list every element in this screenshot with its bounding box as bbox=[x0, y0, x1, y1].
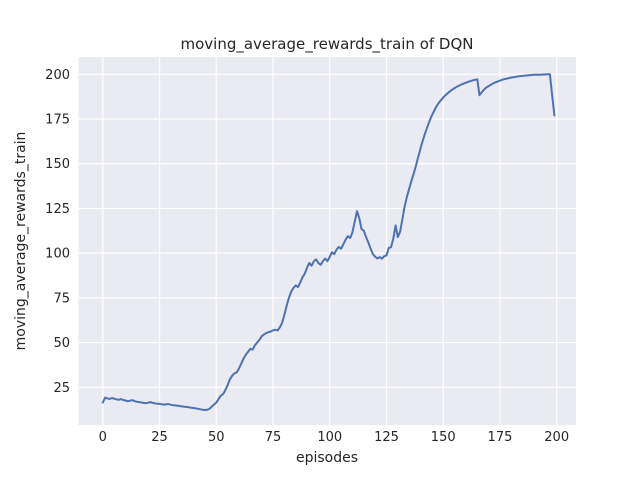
y-tick-label: 200 bbox=[45, 68, 70, 83]
x-tick-label: 200 bbox=[544, 430, 569, 445]
y-tick-label: 150 bbox=[45, 157, 70, 172]
x-tick-label: 25 bbox=[151, 430, 168, 445]
y-tick-labels: 25 50 75 100 125 150 175 200 bbox=[45, 68, 70, 396]
reward-curve bbox=[101, 73, 556, 411]
y-tick-label: 125 bbox=[45, 202, 70, 217]
data-series-line bbox=[101, 73, 556, 411]
x-tick-label: 125 bbox=[374, 430, 399, 445]
gridlines bbox=[78, 57, 576, 425]
chart-title: moving_average_rewards_train of DQN bbox=[180, 35, 473, 54]
x-tick-label: 0 bbox=[99, 430, 107, 445]
x-tick-label: 75 bbox=[265, 430, 282, 445]
x-tick-label: 50 bbox=[208, 430, 225, 445]
y-tick-label: 25 bbox=[53, 381, 70, 396]
y-tick-label: 75 bbox=[53, 291, 70, 306]
plot-area bbox=[78, 57, 576, 425]
y-tick-label: 50 bbox=[53, 336, 70, 351]
x-axis-label: episodes bbox=[296, 450, 358, 466]
x-tick-labels: 0 25 50 75 100 125 150 175 200 bbox=[99, 430, 569, 445]
x-tick-label: 175 bbox=[488, 430, 513, 445]
y-axis-label: moving_average_rewards_train bbox=[13, 132, 29, 351]
y-tick-label: 100 bbox=[45, 247, 70, 262]
y-tick-label: 175 bbox=[45, 113, 70, 128]
x-tick-label: 100 bbox=[317, 430, 342, 445]
x-tick-label: 150 bbox=[431, 430, 456, 445]
